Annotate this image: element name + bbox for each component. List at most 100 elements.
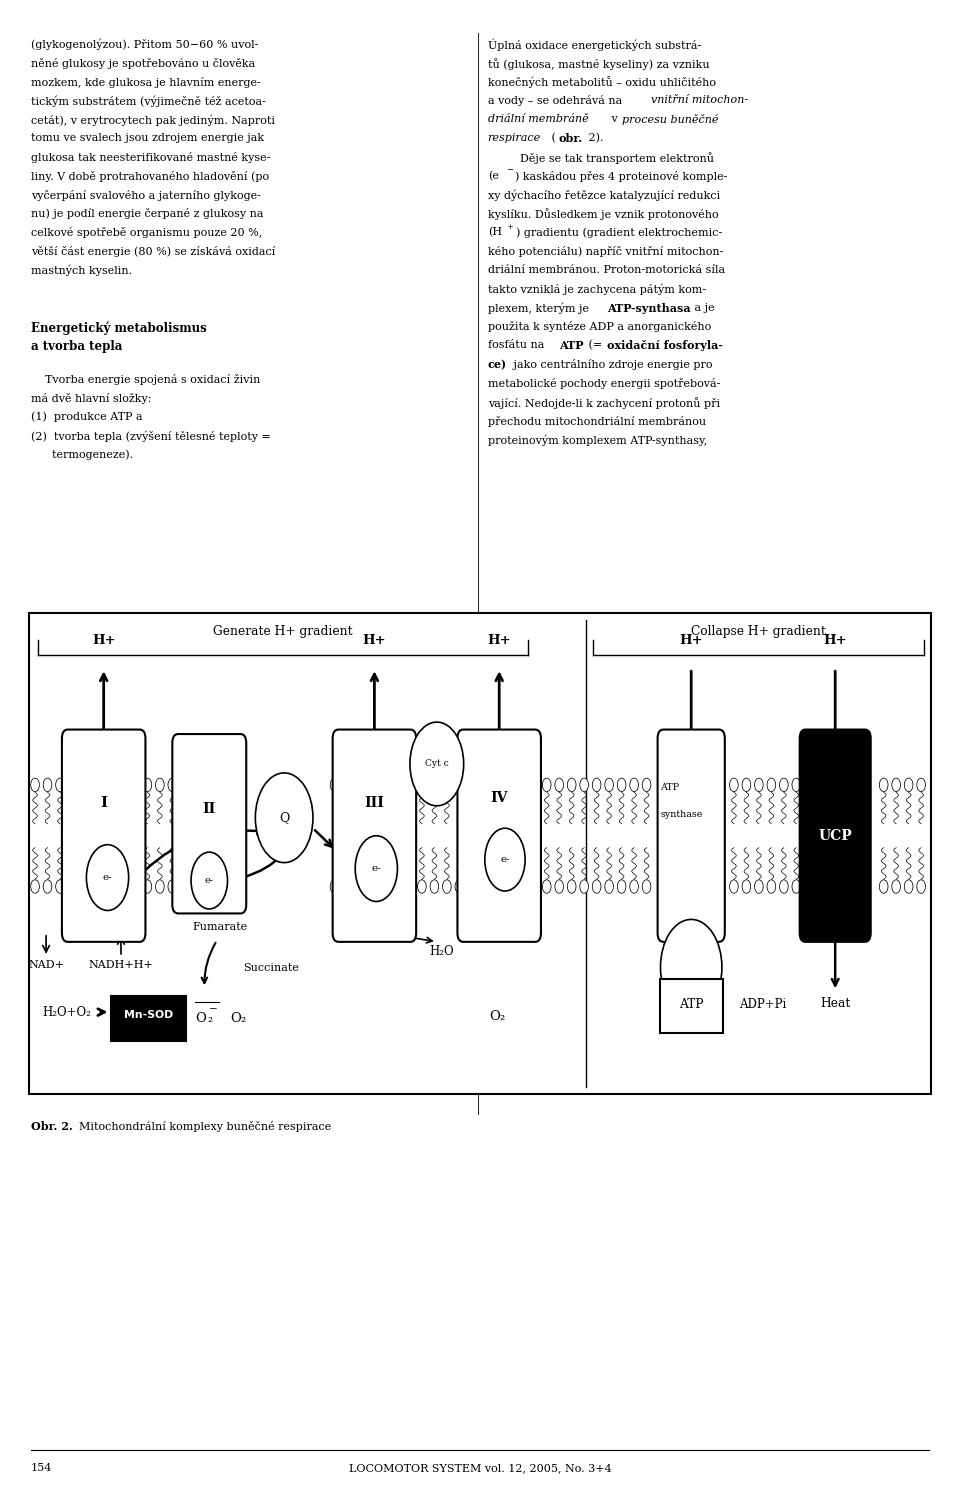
FancyBboxPatch shape	[173, 734, 246, 913]
Circle shape	[143, 879, 152, 893]
Text: e-: e-	[372, 864, 381, 873]
Text: kého potenciálu) napříč vnitřní mitochon-: kého potenciálu) napříč vnitřní mitochon…	[488, 247, 723, 257]
Text: liny. V době protrahovaného hladovění (po: liny. V době protrahovaného hladovění (p…	[31, 170, 269, 182]
Text: Mn-SOD: Mn-SOD	[124, 1011, 174, 1020]
Text: Heat: Heat	[820, 997, 851, 1011]
Text: O₂: O₂	[230, 1012, 247, 1024]
Circle shape	[255, 773, 313, 863]
Text: UCP: UCP	[818, 828, 852, 843]
Circle shape	[156, 879, 164, 893]
Text: vyčerpání svalového a jaterního glykoge-: vyčerpání svalového a jaterního glykoge-	[31, 190, 260, 200]
Circle shape	[917, 879, 925, 893]
Text: termogeneze).: termogeneze).	[31, 450, 132, 460]
Circle shape	[892, 779, 900, 792]
Text: tomu ve svalech jsou zdrojem energie jak: tomu ve svalech jsou zdrojem energie jak	[31, 133, 264, 144]
Text: −: −	[506, 166, 513, 175]
Text: Mitochondrální komplexy buněčné respirace: Mitochondrální komplexy buněčné respirac…	[79, 1121, 331, 1132]
FancyBboxPatch shape	[61, 730, 146, 942]
Text: vnitřní mitochon-: vnitřní mitochon-	[651, 96, 748, 105]
Circle shape	[904, 879, 913, 893]
FancyBboxPatch shape	[800, 730, 871, 942]
Circle shape	[879, 879, 888, 893]
Text: tů (glukosa, mastné kyseliny) za vzniku: tů (glukosa, mastné kyseliny) za vzniku	[488, 58, 709, 70]
Text: a tvorba tepla: a tvorba tepla	[31, 341, 122, 353]
Text: ATP: ATP	[660, 783, 680, 792]
Circle shape	[168, 879, 177, 893]
Text: IV: IV	[491, 791, 508, 806]
Circle shape	[567, 779, 576, 792]
Text: Úplná oxidace energetických substrá-: Úplná oxidace energetických substrá-	[488, 39, 701, 51]
Circle shape	[630, 779, 638, 792]
Text: a je: a je	[691, 302, 715, 312]
Text: takto vzniklá je zachycena pátým kom-: takto vzniklá je zachycena pátým kom-	[488, 284, 706, 295]
Circle shape	[567, 879, 576, 893]
Circle shape	[355, 836, 397, 901]
Circle shape	[156, 779, 164, 792]
Text: obr.: obr.	[559, 133, 583, 144]
Text: oxidační fosforyla-: oxidační fosforyla-	[607, 341, 723, 351]
Circle shape	[56, 879, 64, 893]
Circle shape	[780, 879, 788, 893]
Text: kyslíku. Důsledkem je vznik protonového: kyslíku. Důsledkem je vznik protonového	[488, 208, 718, 220]
Text: fosfátu na: fosfátu na	[488, 341, 547, 350]
Text: H₂O: H₂O	[429, 945, 454, 958]
Circle shape	[443, 879, 451, 893]
Text: ADP+Pi: ADP+Pi	[739, 999, 786, 1011]
Text: tickým substrátem (výjimečně též acetoa-: tickým substrátem (výjimečně též acetoa-	[31, 96, 266, 106]
Circle shape	[580, 779, 588, 792]
Text: +: +	[506, 223, 513, 230]
Circle shape	[904, 779, 913, 792]
Text: (glykogenolýzou). Přitom 50−60 % uvol-: (glykogenolýzou). Přitom 50−60 % uvol-	[31, 39, 258, 51]
Text: H+: H+	[488, 634, 511, 647]
Text: III: III	[365, 795, 384, 810]
Text: synthase: synthase	[660, 810, 703, 819]
Text: O: O	[195, 1012, 205, 1024]
Text: O₂: O₂	[490, 1009, 505, 1023]
Text: vající. Nedojde-li k zachycení protonů při: vající. Nedojde-li k zachycení protonů p…	[488, 396, 720, 408]
Text: mastných kyselin.: mastných kyselin.	[31, 265, 132, 277]
Circle shape	[767, 879, 776, 893]
Text: I: I	[100, 795, 108, 810]
Circle shape	[31, 779, 39, 792]
Text: cetát), v erytrocytech pak jediným. Naproti: cetát), v erytrocytech pak jediným. Napr…	[31, 114, 275, 126]
Text: ₂: ₂	[207, 1012, 212, 1024]
Text: II: II	[203, 801, 216, 816]
Text: přechodu mitochondriální membránou: přechodu mitochondriální membránou	[488, 416, 706, 426]
Circle shape	[755, 779, 763, 792]
Circle shape	[605, 779, 613, 792]
Text: ATP: ATP	[679, 999, 704, 1011]
Text: H+: H+	[92, 634, 115, 647]
Circle shape	[418, 879, 426, 893]
Text: Q: Q	[279, 812, 289, 824]
Text: Succinate: Succinate	[243, 963, 299, 973]
Text: e-: e-	[500, 855, 510, 864]
Text: NADH+H+: NADH+H+	[88, 960, 154, 970]
Text: ATP-synthasa: ATP-synthasa	[607, 302, 690, 314]
Text: (2)  tvorba tepla (zvýšení tělesné teploty =: (2) tvorba tepla (zvýšení tělesné teplot…	[31, 431, 271, 443]
Circle shape	[780, 779, 788, 792]
Text: H+: H+	[680, 634, 703, 647]
Text: −: −	[209, 1005, 218, 1014]
Circle shape	[455, 879, 464, 893]
Text: něné glukosy je spotřebováno u člověka: něné glukosy je spotřebováno u člověka	[31, 58, 255, 69]
Text: (e: (e	[488, 170, 498, 181]
Text: mozkem, kde glukosa je hlavním energe-: mozkem, kde glukosa je hlavním energe-	[31, 76, 260, 88]
Text: konečných metabolitů – oxidu uhličitého: konečných metabolitů – oxidu uhličitého	[488, 76, 716, 88]
Circle shape	[455, 779, 464, 792]
Circle shape	[86, 845, 129, 910]
Circle shape	[410, 722, 464, 806]
Bar	[29, 613, 931, 1094]
Text: Energetický metabolismus: Energetický metabolismus	[31, 321, 206, 335]
Text: nu) je podíl energie čerpané z glukosy na: nu) je podíl energie čerpané z glukosy n…	[31, 208, 263, 220]
Text: Děje se tak transportem elektronů: Děje se tak transportem elektronů	[520, 152, 714, 164]
Circle shape	[730, 779, 738, 792]
Text: metabolické pochody energii spotřebová-: metabolické pochody energii spotřebová-	[488, 378, 720, 389]
Circle shape	[879, 779, 888, 792]
Circle shape	[43, 879, 52, 893]
FancyBboxPatch shape	[111, 996, 186, 1041]
Circle shape	[742, 779, 751, 792]
Text: (H: (H	[488, 227, 502, 238]
Text: driální membránou. Proton-motorická síla: driální membránou. Proton-motorická síla	[488, 265, 725, 275]
Text: LOCOMOTOR SYSTEM vol. 12, 2005, No. 3+4: LOCOMOTOR SYSTEM vol. 12, 2005, No. 3+4	[348, 1464, 612, 1473]
Text: ce): ce)	[488, 359, 507, 371]
